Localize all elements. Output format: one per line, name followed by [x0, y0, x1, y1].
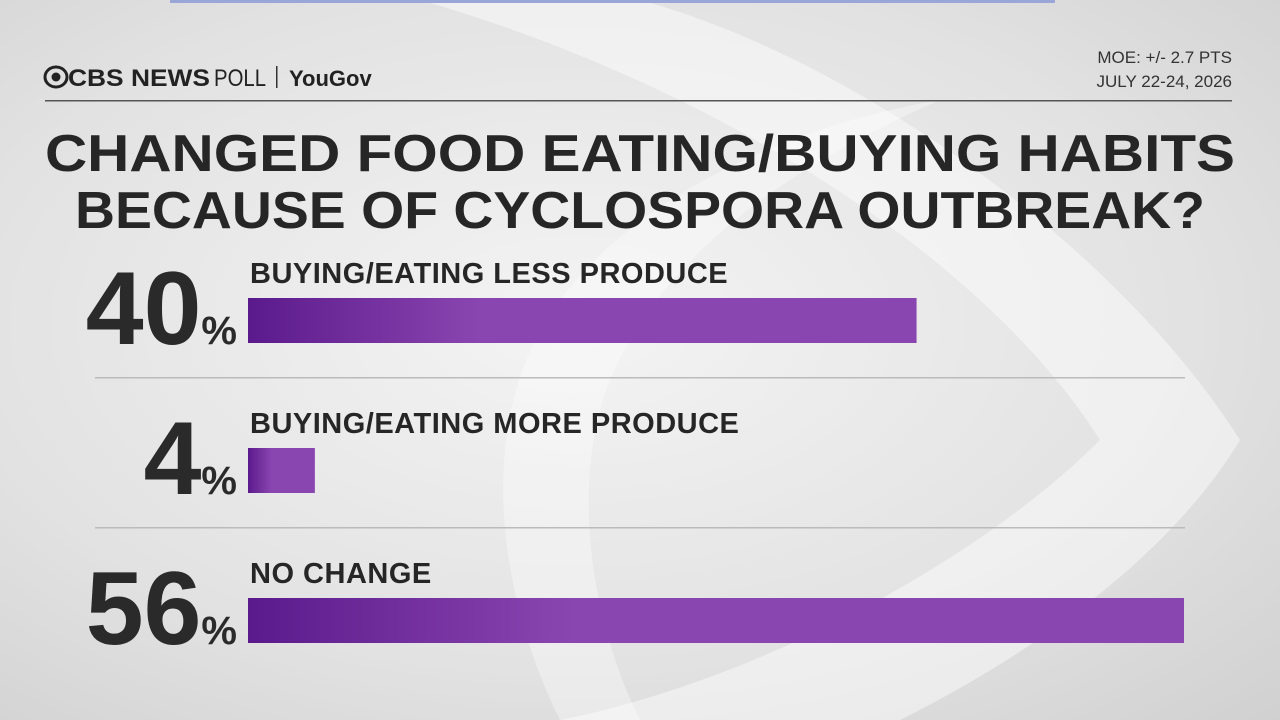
bar — [248, 448, 315, 493]
row-separator — [95, 527, 1185, 529]
brand-suffix: POLL — [214, 65, 266, 92]
moe: MOE: +/- 2.7 PTS — [1097, 48, 1232, 67]
top-rule — [170, 0, 1055, 3]
bar — [248, 298, 917, 343]
dates: JULY 22-24, 2026 — [1097, 72, 1232, 91]
row-separator — [95, 377, 1185, 379]
category-label: BUYING/EATING MORE PRODUCE — [250, 408, 739, 440]
value-label: 40% — [86, 251, 237, 367]
swoosh — [503, 100, 940, 720]
logo: CBS NEWS POLL YouGov — [43, 65, 372, 92]
brand: CBS NEWS — [68, 65, 210, 92]
chart-title: BECAUSE OF CYCLOSPORA OUTBREAK? — [75, 182, 1205, 240]
category-label: BUYING/EATING LESS PRODUCE — [250, 258, 728, 290]
value-label: 56% — [86, 551, 237, 667]
value-label: 4% — [144, 401, 237, 517]
category-label: NO CHANGE — [250, 558, 432, 590]
bar — [248, 598, 1184, 643]
swoosh — [420, 0, 1240, 720]
chart-title: CHANGED FOOD EATING/BUYING HABITS — [45, 125, 1235, 183]
partner: YouGov — [289, 66, 372, 91]
header-rule — [45, 100, 1232, 102]
